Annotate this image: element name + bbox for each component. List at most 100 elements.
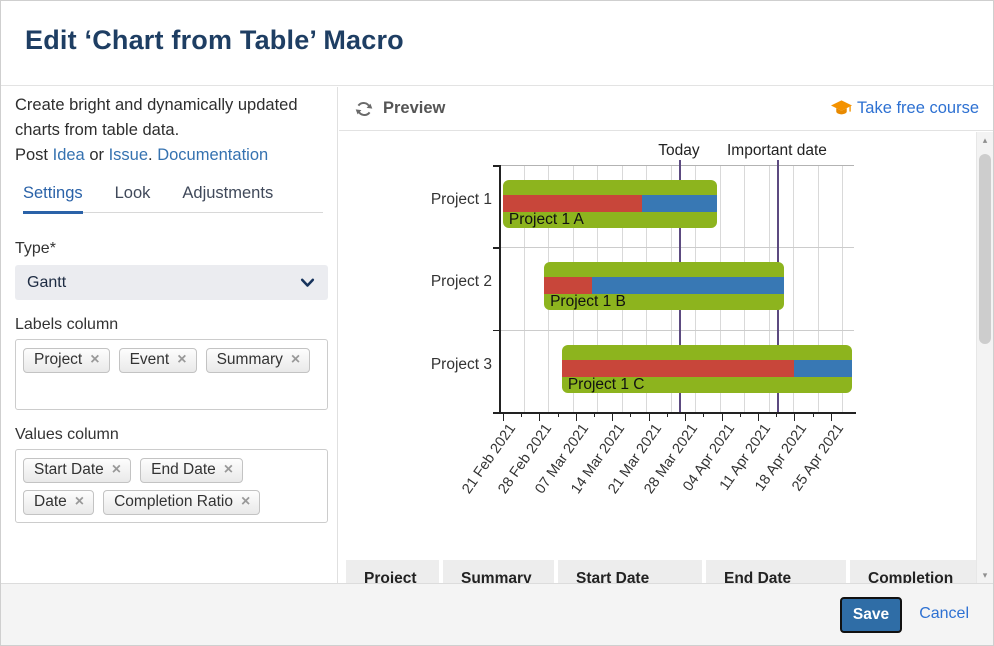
scrollbar-up-icon[interactable]: ▴ bbox=[982, 135, 988, 145]
cancel-button[interactable]: Cancel bbox=[919, 605, 969, 622]
post-period: . bbox=[148, 146, 158, 164]
tag-event[interactable]: Event × bbox=[118, 348, 197, 373]
gantt-bar-remaining bbox=[793, 359, 852, 377]
x-axis-tick-major bbox=[539, 412, 541, 421]
close-icon[interactable]: × bbox=[241, 493, 251, 510]
x-axis-tick-minor bbox=[667, 412, 668, 417]
table-header-summary: Summary bbox=[443, 560, 554, 583]
preview-pane: Preview Take free course Today Important … bbox=[339, 87, 993, 583]
x-axis-tick-minor bbox=[557, 412, 559, 417]
y-axis-tick bbox=[493, 329, 499, 332]
row-separator bbox=[493, 329, 854, 331]
x-axis-tick-major bbox=[685, 412, 687, 421]
gantt-bar-remaining bbox=[592, 277, 785, 295]
tag-summary[interactable]: Summary × bbox=[205, 348, 311, 373]
x-axis-tick-minor bbox=[630, 412, 632, 417]
x-axis bbox=[493, 412, 856, 414]
x-axis-tick-major bbox=[612, 412, 614, 421]
x-axis-tick-major bbox=[648, 412, 650, 421]
y-axis-tick bbox=[493, 165, 499, 167]
tag-date[interactable]: Date × bbox=[23, 490, 95, 515]
refresh-icon[interactable] bbox=[354, 99, 374, 119]
scrollbar-down-icon[interactable]: ▾ bbox=[982, 570, 988, 580]
tag-completion-ratio[interactable]: Completion Ratio × bbox=[103, 490, 261, 515]
preview-header: Preview Take free course bbox=[339, 87, 993, 131]
gridline bbox=[817, 165, 819, 412]
tag-label: Summary bbox=[216, 351, 283, 368]
row-label: Project 3 bbox=[430, 355, 492, 373]
row-label: Project 2 bbox=[430, 273, 492, 291]
tab-settings[interactable]: Settings bbox=[23, 182, 83, 214]
dialog-header: Edit ‘Chart from Table’ Macro bbox=[1, 1, 993, 86]
scrollbar-thumb[interactable] bbox=[979, 154, 991, 344]
take-free-course-link[interactable]: Take free course bbox=[857, 99, 979, 117]
tag-start-date[interactable]: Start Date × bbox=[23, 458, 132, 483]
x-axis-tick-minor bbox=[703, 412, 705, 417]
close-icon[interactable]: × bbox=[177, 351, 187, 368]
graduation-cap-icon bbox=[831, 100, 853, 117]
tag-label: End Date bbox=[151, 461, 216, 478]
gantt-bar-done bbox=[561, 359, 794, 377]
tab-look[interactable]: Look bbox=[114, 184, 151, 202]
close-icon[interactable]: × bbox=[111, 461, 122, 478]
y-axis bbox=[499, 165, 501, 414]
issue-link[interactable]: Issue bbox=[108, 146, 149, 164]
gantt-bar-done bbox=[502, 195, 643, 212]
close-icon[interactable]: × bbox=[74, 493, 85, 510]
y-axis-tick bbox=[493, 411, 499, 414]
dialog-title: Edit ‘Chart from Table’ Macro bbox=[25, 25, 404, 55]
gridline bbox=[793, 165, 794, 412]
tab-adjustments[interactable]: Adjustments bbox=[182, 184, 274, 202]
x-axis-tick-major bbox=[502, 412, 504, 421]
type-select-value: Gantt bbox=[27, 273, 67, 291]
post-prefix: Post bbox=[15, 146, 53, 164]
marker-label: Important date bbox=[726, 142, 827, 159]
close-icon[interactable]: × bbox=[90, 351, 100, 368]
preview-scrollbar[interactable]: ▴ ▾ bbox=[976, 132, 993, 583]
type-field-label: Type* bbox=[15, 240, 56, 257]
tag-label: Date bbox=[34, 493, 67, 510]
table-header-completion: Completion bbox=[850, 560, 976, 583]
gantt-bar-label: Project 1 C bbox=[567, 375, 645, 393]
preview-table-header: Project Summary Start Date End Date Completi… bbox=[346, 560, 976, 583]
x-axis-tick-major bbox=[830, 412, 832, 421]
row-label: Project 1 bbox=[430, 191, 492, 208]
gantt-bar-done bbox=[544, 277, 593, 295]
table-header-start-date: Start Date bbox=[558, 560, 702, 583]
post-links-line: Post Idea or Issue. Documentation bbox=[15, 143, 328, 168]
gantt-bar-label: Project 1 B bbox=[550, 293, 626, 311]
x-axis-tick-major bbox=[757, 412, 759, 421]
gridline bbox=[842, 165, 843, 412]
tag-label: Start Date bbox=[34, 461, 104, 478]
save-button[interactable]: Save bbox=[840, 597, 902, 633]
gridline bbox=[523, 165, 525, 412]
macro-description: Create bright and dynamically updated ch… bbox=[15, 96, 298, 139]
values-column-field[interactable]: Start Date × End Date × Date × Completion Rati… bbox=[15, 449, 328, 523]
x-tick-label: 25 Apr 2021 bbox=[788, 421, 847, 495]
x-axis-tick-minor bbox=[593, 412, 595, 417]
chevron-down-icon bbox=[299, 274, 316, 291]
tag-project[interactable]: Project × bbox=[23, 348, 110, 373]
table-header-project: Project bbox=[346, 560, 439, 583]
tag-end-date[interactable]: End Date × bbox=[140, 458, 244, 483]
labels-column-field[interactable]: Project × Event × Summary × bbox=[15, 339, 328, 410]
x-axis-tick-minor bbox=[521, 412, 523, 417]
type-select[interactable]: Gantt bbox=[15, 265, 328, 300]
course-link-group: Take free course bbox=[831, 99, 979, 118]
dialog-footer: Save Cancel bbox=[1, 583, 993, 645]
values-column-label: Values column bbox=[15, 426, 119, 443]
close-icon[interactable]: × bbox=[223, 461, 234, 478]
gantt-bar-remaining bbox=[642, 195, 717, 212]
close-icon[interactable]: × bbox=[290, 351, 301, 368]
gantt-bar-label: Project 1 A bbox=[508, 211, 584, 228]
tag-label: Event bbox=[129, 351, 170, 368]
marker-label: Today bbox=[658, 142, 700, 159]
table-header-end-date: End Date bbox=[706, 560, 846, 583]
documentation-link[interactable]: Documentation bbox=[157, 146, 269, 164]
x-axis-tick-major bbox=[575, 412, 577, 421]
post-or: or bbox=[84, 146, 109, 164]
gantt-chart: Today Important date Project 1 Project 1 A P… bbox=[339, 131, 976, 583]
idea-link[interactable]: Idea bbox=[52, 146, 85, 164]
x-axis-tick-major bbox=[794, 412, 796, 421]
x-axis-tick-major bbox=[721, 412, 723, 421]
